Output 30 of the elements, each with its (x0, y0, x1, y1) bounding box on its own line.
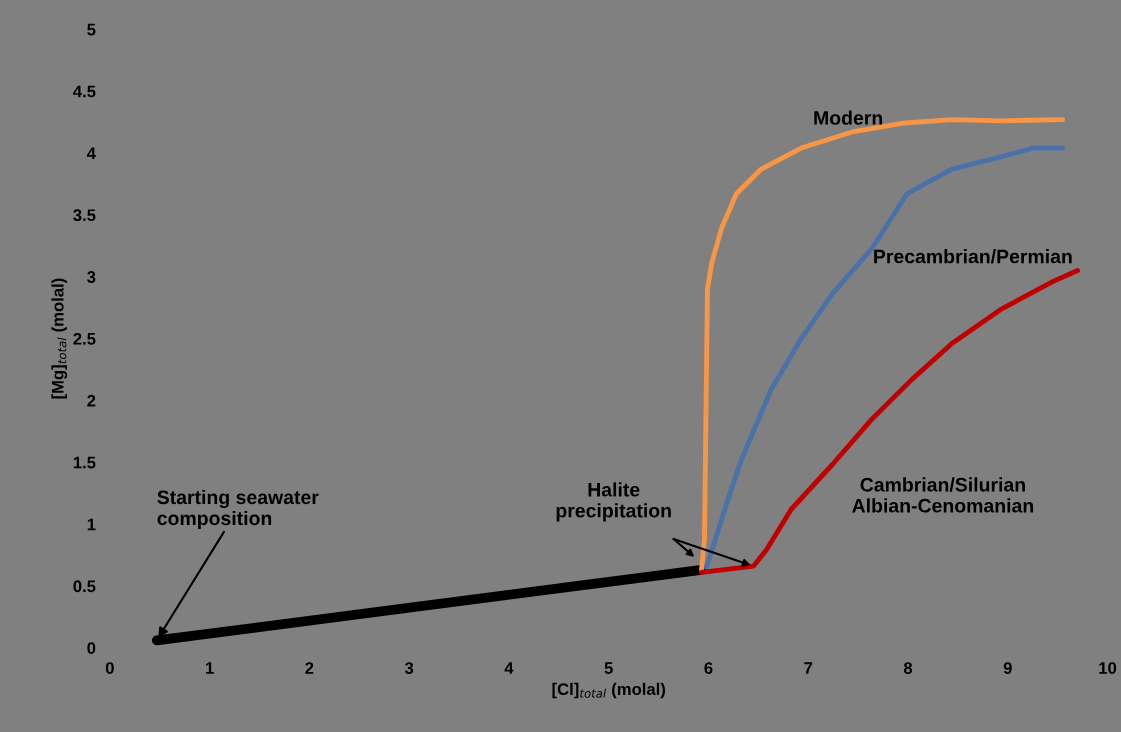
series-label: Cambrian/Silurian Albian-Cenomanian (852, 477, 1034, 513)
y-tick-label: 3 (87, 271, 96, 283)
x-tick-label: 8 (903, 662, 913, 674)
x-tick-label: 7 (804, 662, 813, 674)
y-tick-label: 2 (87, 394, 96, 407)
x-tick-label: 5 (604, 662, 613, 674)
y-tick-label: 4.5 (73, 85, 96, 98)
x-tick-label: 1 (206, 662, 214, 674)
x-axis-title: [Cl]$_{total}$ (molal) (552, 682, 666, 699)
y-axis-title: [Mg]$_{total}$ (molal) (51, 278, 68, 399)
line-series (699, 268, 1081, 575)
x-tick-label: 6 (704, 662, 713, 674)
series-label: Modern (814, 110, 883, 125)
x-tick-label: 10 (1099, 662, 1117, 674)
y-tick-label: 0 (87, 642, 96, 655)
x-tick-label: 2 (305, 662, 314, 674)
y-tick-label: 2.5 (73, 332, 96, 345)
y-tick-label: 3.5 (73, 209, 96, 222)
annotation: Starting seawater composition (157, 489, 319, 530)
y-tick-label: 4 (86, 147, 96, 160)
y-tick-label: 5 (87, 23, 96, 36)
x-tick-label: 4 (504, 662, 514, 674)
x-tick-label: 9 (1003, 662, 1012, 674)
y-tick-label: 0.5 (73, 580, 96, 593)
y-tick-label: 1.5 (73, 456, 96, 469)
series-label: Precambrian/Permian (874, 249, 1072, 264)
annotation: Halite precipitation (556, 482, 671, 522)
x-tick-label: 0 (105, 662, 114, 674)
y-tick-label: 1 (87, 518, 96, 531)
x-tick-label: 3 (404, 662, 414, 674)
